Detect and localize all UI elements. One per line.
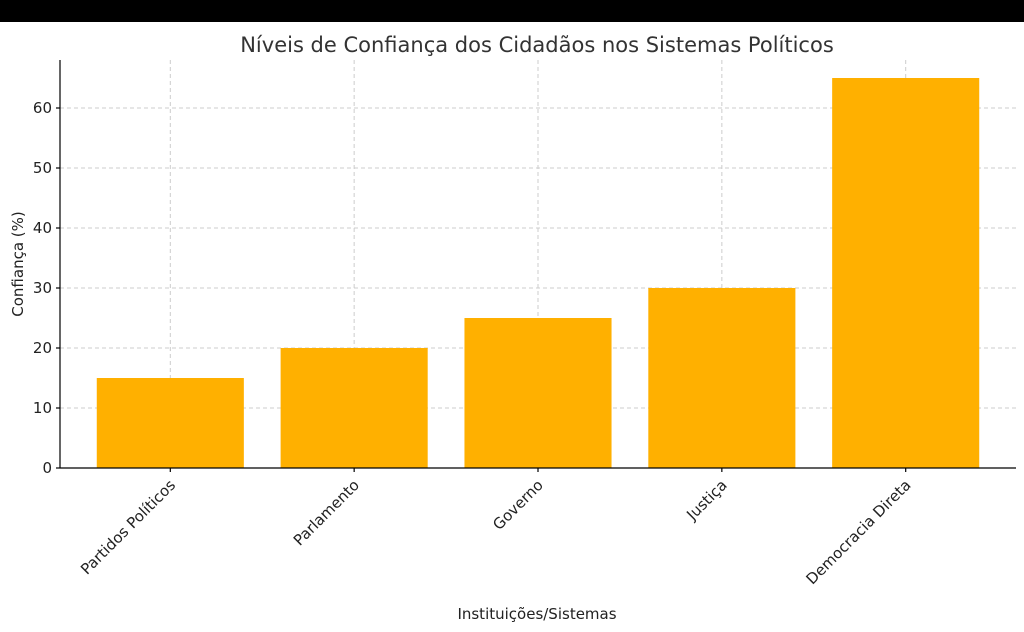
bar: [96, 378, 244, 468]
x-axis-label: Instituições/Sistemas: [457, 605, 616, 623]
x-tick-label: Partidos Políticos: [77, 476, 179, 578]
y-tick-label: 0: [42, 459, 52, 477]
x-tick-label: Democracia Direta: [803, 476, 915, 588]
y-tick-label: 40: [33, 219, 52, 237]
bar: [832, 78, 980, 468]
bars: [96, 78, 980, 468]
y-tick-label: 50: [33, 159, 52, 177]
bar: [648, 288, 796, 468]
bar: [464, 318, 612, 468]
y-tick-label: 20: [33, 339, 52, 357]
chart-title: Níveis de Confiança dos Cidadãos nos Sis…: [240, 33, 834, 57]
bar: [280, 348, 428, 468]
x-tick-labels: Partidos Políticos Parlamento Governo Justi…: [77, 468, 915, 588]
x-tick-label: Parlamento: [290, 476, 363, 549]
y-tick-label: 10: [33, 399, 52, 417]
y-tick-label: 60: [33, 99, 52, 117]
y-tick-labels: 0 10 20 30 40 50 60: [33, 99, 60, 477]
y-tick-label: 30: [33, 279, 52, 297]
y-axis-label: Confiança (%): [9, 211, 27, 316]
x-tick-label: Governo: [489, 476, 547, 534]
x-tick-label: Justiça: [682, 476, 730, 524]
top-black-bar: [0, 0, 1024, 22]
